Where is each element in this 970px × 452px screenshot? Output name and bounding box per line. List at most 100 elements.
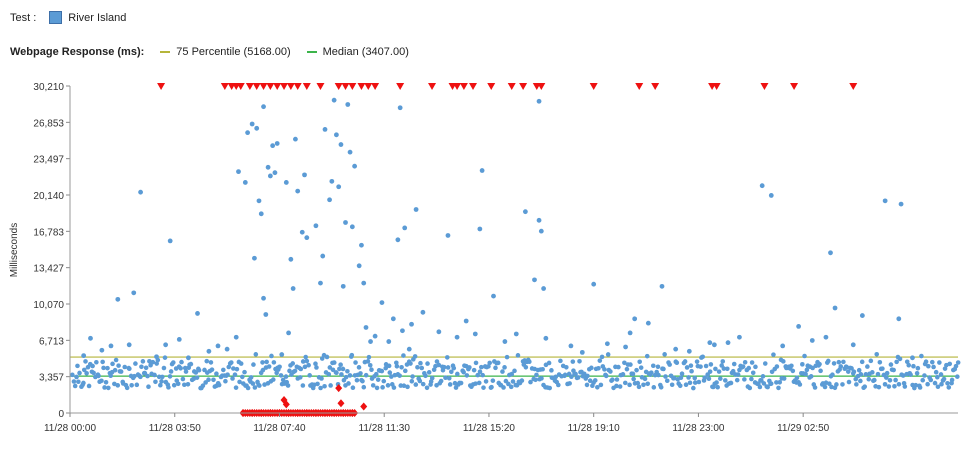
data-point xyxy=(413,207,419,212)
data-point xyxy=(106,385,111,391)
failure-marker xyxy=(371,83,380,90)
failure-marker xyxy=(259,83,268,90)
data-point xyxy=(850,342,856,348)
data-point xyxy=(76,379,81,385)
data-point xyxy=(721,366,727,371)
data-point xyxy=(684,365,690,370)
data-point xyxy=(845,369,851,374)
data-point xyxy=(216,382,222,388)
data-point xyxy=(336,184,342,190)
data-point xyxy=(113,357,119,363)
data-point xyxy=(293,136,298,142)
data-point xyxy=(146,384,151,390)
data-point xyxy=(410,374,415,379)
data-point xyxy=(635,380,641,386)
data-point xyxy=(938,372,944,377)
data-point xyxy=(711,342,717,348)
data-point xyxy=(473,381,478,386)
data-point xyxy=(911,363,916,369)
data-point xyxy=(271,360,277,365)
data-point xyxy=(897,356,903,362)
data-point xyxy=(252,255,257,261)
p75-line-swatch xyxy=(160,51,171,53)
data-point xyxy=(546,360,552,366)
data-point xyxy=(610,377,615,383)
data-point xyxy=(105,365,110,371)
data-point xyxy=(475,372,481,378)
reference-lines xyxy=(70,356,958,377)
y-tick-label: 30,210 xyxy=(33,82,64,93)
data-point xyxy=(375,377,381,382)
data-point xyxy=(361,384,367,390)
data-point xyxy=(922,373,927,378)
data-point xyxy=(467,365,472,370)
data-point xyxy=(389,374,394,379)
data-point xyxy=(508,384,514,390)
data-point xyxy=(441,364,447,370)
data-point xyxy=(188,361,194,367)
data-point xyxy=(947,361,953,367)
data-point xyxy=(838,364,844,369)
data-point xyxy=(99,347,105,353)
data-point xyxy=(370,383,376,388)
data-point xyxy=(683,382,689,388)
data-point xyxy=(221,367,226,373)
data-point xyxy=(406,346,412,352)
data-point xyxy=(541,286,546,291)
data-point xyxy=(326,372,332,377)
data-point xyxy=(424,385,430,391)
data-point xyxy=(768,193,774,198)
data-point xyxy=(608,369,613,374)
data-point xyxy=(324,354,330,360)
data-point xyxy=(604,341,610,347)
data-point xyxy=(270,143,276,149)
data-point xyxy=(823,334,829,340)
data-point xyxy=(171,382,177,388)
data-point xyxy=(761,381,767,386)
data-point xyxy=(356,365,362,370)
data-point xyxy=(757,384,763,390)
data-point xyxy=(318,280,323,286)
data-point xyxy=(932,380,938,386)
data-point xyxy=(278,373,284,378)
data-point xyxy=(356,263,362,269)
data-point xyxy=(359,242,364,248)
data-point xyxy=(143,365,149,371)
test-name[interactable]: River Island xyxy=(68,11,127,24)
data-point xyxy=(397,105,403,111)
data-point xyxy=(250,381,256,386)
data-point xyxy=(140,359,146,364)
data-point xyxy=(196,367,202,373)
data-point xyxy=(126,342,132,348)
failure-marker xyxy=(760,83,769,90)
data-point xyxy=(94,359,99,365)
data-point xyxy=(338,362,343,368)
data-point xyxy=(423,373,428,379)
data-point xyxy=(865,364,870,369)
data-point xyxy=(796,324,802,329)
data-point xyxy=(836,359,842,365)
failure-marker xyxy=(245,83,254,90)
data-point xyxy=(72,383,78,389)
data-point xyxy=(587,378,593,383)
data-point xyxy=(522,209,528,215)
data-point xyxy=(698,364,703,369)
data-point xyxy=(405,384,410,390)
data-point xyxy=(955,360,961,365)
failure-marker xyxy=(469,83,478,90)
data-point xyxy=(510,379,516,384)
data-point xyxy=(401,383,407,388)
data-point xyxy=(533,377,538,383)
data-point xyxy=(925,381,930,387)
data-point xyxy=(605,352,611,357)
data-point xyxy=(277,364,282,370)
data-point xyxy=(445,365,451,370)
data-point xyxy=(116,363,121,368)
data-point xyxy=(708,362,714,367)
data-point xyxy=(458,380,464,386)
data-point xyxy=(461,369,466,375)
data-point xyxy=(279,352,285,357)
data-point xyxy=(849,366,854,371)
data-point xyxy=(245,385,251,391)
